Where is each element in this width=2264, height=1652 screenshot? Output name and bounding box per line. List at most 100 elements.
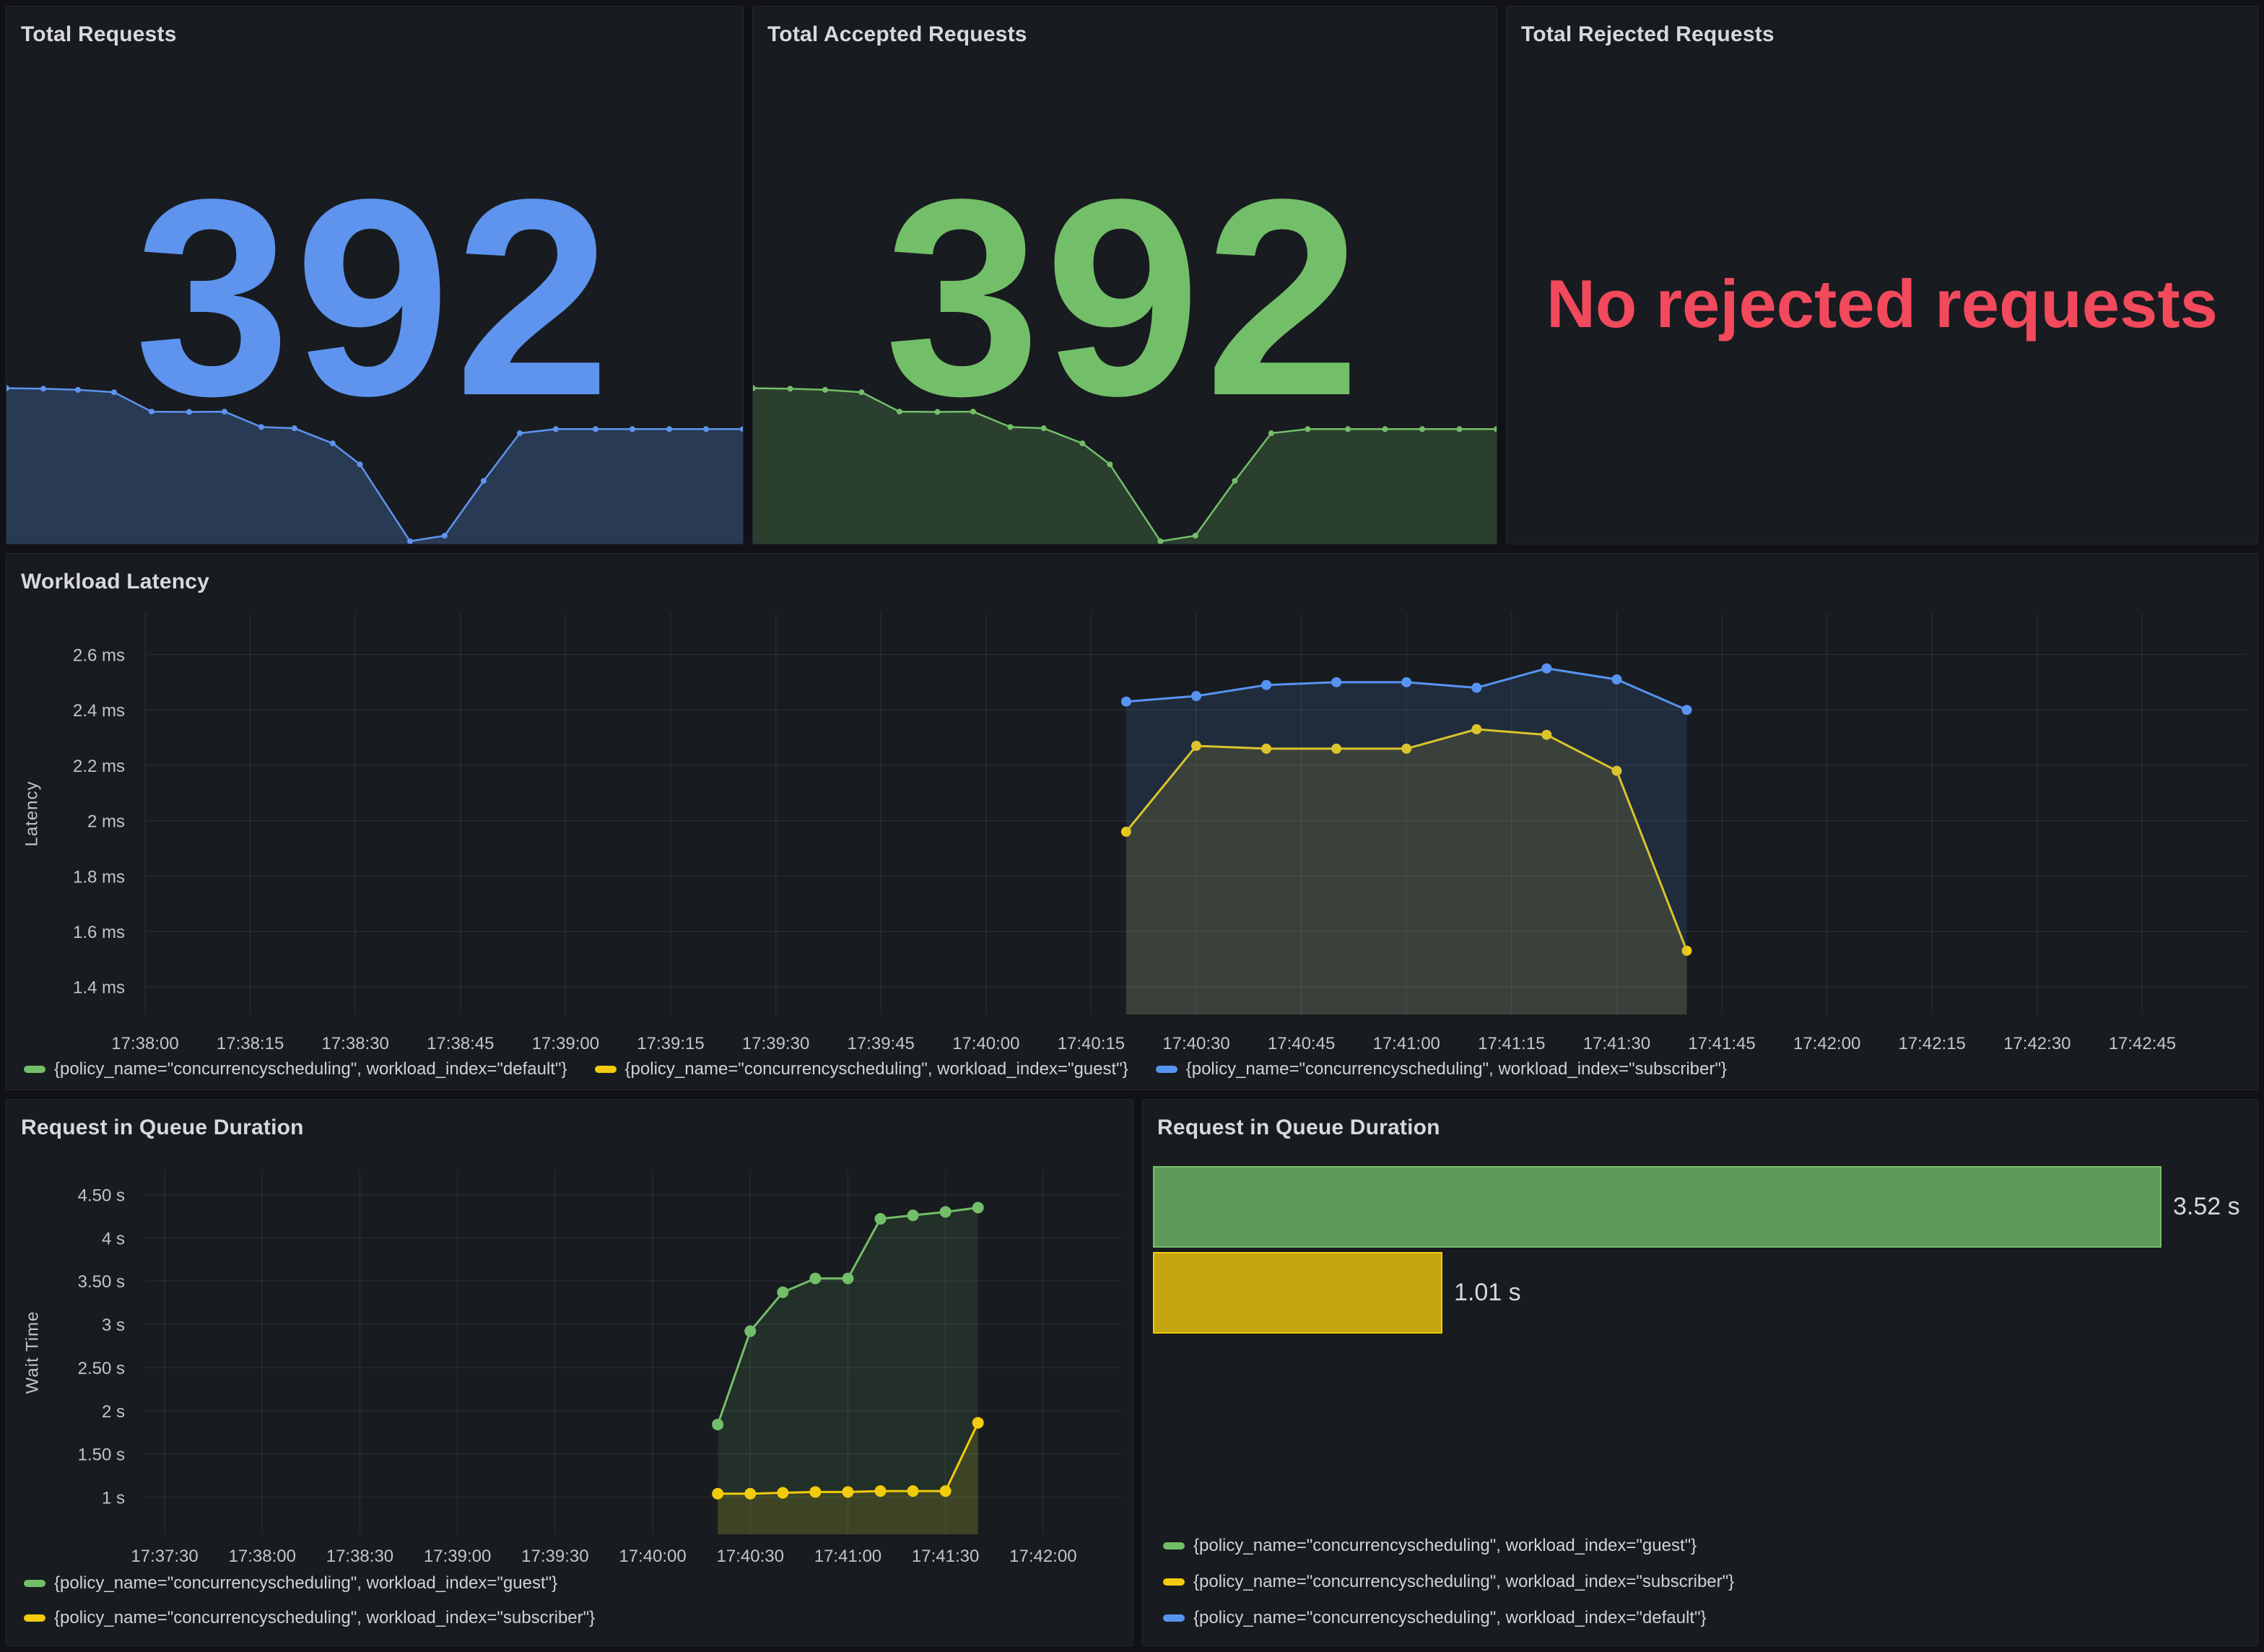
svg-text:17:39:00: 17:39:00 (532, 1034, 599, 1053)
queue-duration-bar-legend: {policy_name="concurrencyscheduling", wo… (1163, 1536, 1734, 1628)
svg-text:17:37:30: 17:37:30 (131, 1547, 198, 1566)
svg-text:17:38:00: 17:38:00 (229, 1547, 296, 1566)
panel-total-rejected-requests: Total Rejected Requests No rejected requ… (1506, 6, 2258, 544)
svg-text:17:40:00: 17:40:00 (619, 1547, 686, 1566)
bar-row[interactable]: 3.52 s (1153, 1166, 2246, 1248)
workload-latency-legend: {policy_name="concurrencyscheduling", wo… (24, 1059, 1727, 1079)
legend-swatch-green (24, 1580, 45, 1587)
svg-text:17:38:45: 17:38:45 (427, 1034, 494, 1053)
legend-label: {policy_name="concurrencyscheduling", wo… (54, 1608, 596, 1627)
panel-title-workload-latency[interactable]: Workload Latency (21, 570, 210, 594)
legend-label: {policy_name="concurrencyscheduling", wo… (1193, 1536, 1697, 1555)
legend-swatch-green (1163, 1542, 1185, 1549)
gridlines (144, 613, 2247, 1014)
svg-text:17:39:30: 17:39:30 (521, 1547, 588, 1566)
svg-text:17:40:00: 17:40:00 (952, 1034, 1019, 1053)
legend-item[interactable]: {policy_name="concurrencyscheduling", wo… (594, 1059, 1128, 1079)
panel-title-queue-duration-bar[interactable]: Request in Queue Duration (1157, 1116, 1440, 1139)
svg-text:17:41:45: 17:41:45 (1688, 1034, 1755, 1053)
legend-item[interactable]: {policy_name="concurrencyscheduling", wo… (1155, 1059, 1727, 1079)
svg-text:17:38:30: 17:38:30 (326, 1547, 393, 1566)
svg-text:2 s: 2 s (102, 1402, 125, 1422)
svg-text:17:38:15: 17:38:15 (217, 1034, 284, 1053)
panel-queue-duration-line: Request in Queue Duration Wait Time 17:3… (6, 1099, 1133, 1646)
svg-text:2.6 ms: 2.6 ms (73, 646, 125, 666)
svg-text:17:42:00: 17:42:00 (1009, 1547, 1076, 1566)
svg-text:17:39:45: 17:39:45 (847, 1034, 914, 1053)
panel-title-total-requests[interactable]: Total Requests (21, 22, 177, 46)
legend-item[interactable]: {policy_name="concurrencyscheduling", wo… (24, 1573, 595, 1594)
bar-row[interactable]: 1.01 s (1153, 1252, 2246, 1334)
svg-text:17:41:30: 17:41:30 (912, 1547, 979, 1566)
legend-item[interactable]: {policy_name="concurrencyscheduling", wo… (1163, 1536, 1734, 1556)
total-requests-sparkline[interactable] (6, 383, 743, 544)
svg-text:17:41:15: 17:41:15 (1478, 1034, 1545, 1053)
svg-text:1.50 s: 1.50 s (78, 1446, 125, 1465)
svg-text:1.4 ms: 1.4 ms (73, 978, 125, 998)
legend-swatch-yellow (24, 1614, 45, 1622)
bar-value-label: 1.01 s (1454, 1279, 1521, 1306)
svg-text:17:42:00: 17:42:00 (1793, 1034, 1860, 1053)
legend-label: {policy_name="concurrencyscheduling", wo… (54, 1059, 567, 1079)
legend-item[interactable]: {policy_name="concurrencyscheduling", wo… (24, 1059, 567, 1079)
legend-item[interactable]: {policy_name="concurrencyscheduling", wo… (1163, 1608, 1734, 1628)
svg-text:17:40:30: 17:40:30 (717, 1547, 784, 1566)
total-accepted-sparkline[interactable] (753, 383, 1497, 544)
svg-text:17:42:30: 17:42:30 (2003, 1034, 2071, 1053)
legend-swatch-blue (1155, 1066, 1177, 1073)
legend-label: {policy_name="concurrencyscheduling", wo… (54, 1573, 558, 1593)
queue-duration-bar-gauge[interactable]: 3.52 s 1.01 s (1153, 1166, 2246, 1338)
legend-swatch-green (24, 1066, 45, 1073)
workload-latency-chart[interactable]: 17:38:00 17:38:15 17:38:30 17:38:45 17:39:00… (6, 554, 2258, 1090)
svg-text:17:41:00: 17:41:00 (1372, 1034, 1440, 1053)
stat-value-total-accepted: 392 (884, 142, 1365, 454)
svg-text:1.6 ms: 1.6 ms (73, 923, 125, 942)
svg-text:1 s: 1 s (102, 1489, 125, 1508)
svg-text:17:39:00: 17:39:00 (424, 1547, 491, 1566)
svg-text:17:38:00: 17:38:00 (111, 1034, 178, 1053)
axis-tick-labels: 17:38:00 17:38:15 17:38:30 17:38:45 17:39:00… (73, 646, 2176, 1053)
panel-queue-duration-bar: Request in Queue Duration 3.52 s 1.01 s {… (1142, 1099, 2258, 1646)
svg-text:17:41:30: 17:41:30 (1583, 1034, 1650, 1053)
queue-duration-line-chart[interactable]: 17:37:30 17:38:00 17:38:30 17:39:00 17:39:30… (6, 1100, 1133, 1646)
svg-text:17:40:15: 17:40:15 (1058, 1034, 1125, 1053)
legend-item[interactable]: {policy_name="concurrencyscheduling", wo… (1163, 1572, 1734, 1592)
svg-text:4 s: 4 s (102, 1229, 125, 1248)
panel-workload-latency: Workload Latency Latency 17:38:00 17:38:1… (6, 553, 2258, 1090)
svg-text:17:42:45: 17:42:45 (2109, 1034, 2176, 1053)
svg-text:17:42:15: 17:42:15 (1898, 1034, 1965, 1053)
legend-label: {policy_name="concurrencyscheduling", wo… (1193, 1572, 1735, 1591)
bar-green[interactable] (1153, 1166, 2161, 1248)
bar-value-label: 3.52 s (2173, 1193, 2240, 1220)
svg-text:17:39:15: 17:39:15 (637, 1034, 704, 1053)
svg-text:2 ms: 2 ms (87, 812, 125, 832)
legend-item[interactable]: {policy_name="concurrencyscheduling", wo… (24, 1608, 595, 1628)
panel-total-accepted-requests: Total Accepted Requests 392 (752, 6, 1497, 544)
svg-text:17:38:30: 17:38:30 (321, 1034, 388, 1053)
bar-yellow[interactable] (1153, 1252, 1442, 1334)
axis-tick-labels: 17:37:30 17:38:00 17:38:30 17:39:00 17:39:30… (78, 1186, 1077, 1566)
panel-title-total-accepted[interactable]: Total Accepted Requests (767, 22, 1027, 46)
panel-total-requests: Total Requests 392 (6, 6, 744, 544)
legend-swatch-blue (1163, 1614, 1185, 1622)
panel-title-queue-duration-line[interactable]: Request in Queue Duration (21, 1116, 304, 1139)
legend-swatch-yellow (1163, 1578, 1185, 1586)
queue-duration-line-legend: {policy_name="concurrencyscheduling", wo… (24, 1573, 595, 1628)
panel-title-total-rejected[interactable]: Total Rejected Requests (1521, 22, 1775, 46)
svg-text:2.50 s: 2.50 s (78, 1359, 125, 1378)
svg-text:3.50 s: 3.50 s (78, 1272, 125, 1292)
legend-swatch-yellow (594, 1066, 617, 1073)
legend-label: {policy_name="concurrencyscheduling", wo… (624, 1059, 1128, 1079)
svg-text:4.50 s: 4.50 s (78, 1186, 125, 1206)
svg-text:2.4 ms: 2.4 ms (73, 701, 125, 721)
svg-text:3 s: 3 s (102, 1316, 125, 1335)
svg-text:1.8 ms: 1.8 ms (73, 867, 125, 887)
svg-text:17:40:30: 17:40:30 (1162, 1034, 1229, 1053)
stat-value-total-requests: 392 (134, 142, 615, 454)
legend-label: {policy_name="concurrencyscheduling", wo… (1185, 1059, 1727, 1079)
svg-text:17:41:00: 17:41:00 (814, 1547, 881, 1566)
svg-text:17:40:45: 17:40:45 (1268, 1034, 1335, 1053)
gridlines (145, 1170, 1121, 1534)
svg-text:2.2 ms: 2.2 ms (73, 757, 125, 776)
